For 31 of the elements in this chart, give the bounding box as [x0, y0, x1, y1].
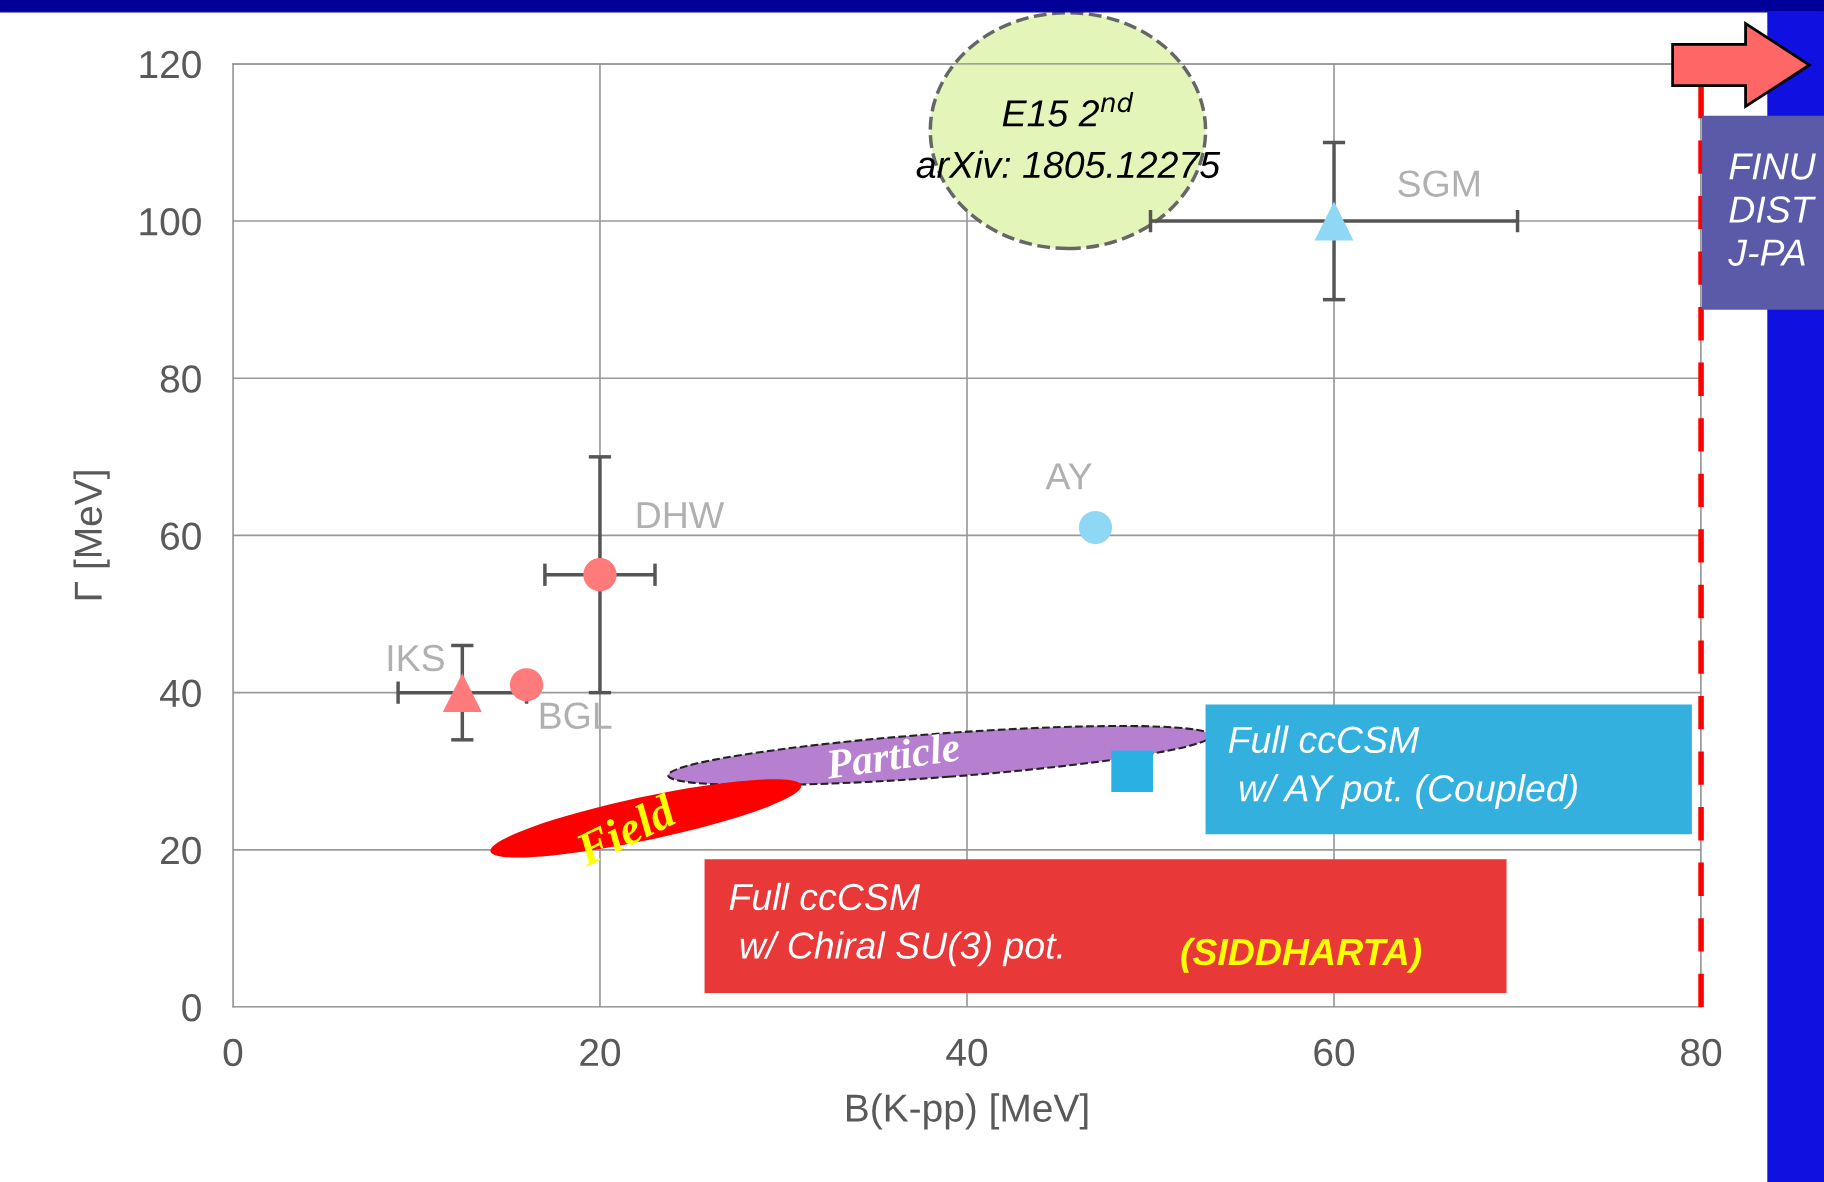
x-axis-title: B(K-pp) [MeV] [847, 1093, 1088, 1130]
x-tick-label: 60 [1314, 1038, 1355, 1067]
series-label: IKS [388, 644, 444, 672]
annotation: Field [572, 792, 680, 868]
series-label: DHW [637, 502, 725, 529]
point [1314, 201, 1354, 241]
point [583, 558, 617, 592]
y-tick-label: 0 [182, 994, 201, 1022]
text: FINU DIST J-PA [1728, 153, 1816, 266]
y-tick-label: 120 [140, 50, 201, 79]
annotation: Full ccCSM w/ AY pot. (Coupled) [1228, 725, 1577, 810]
y-axis-title: Γ [MeV] [73, 471, 110, 600]
series-label: AY [1045, 463, 1092, 490]
annotation: Full ccCSM w/ Chiral SU(3) pot. [729, 882, 1062, 967]
annotation: Particle [824, 731, 961, 780]
y-tick-label: 40 [160, 679, 201, 708]
point [442, 673, 482, 713]
y-tick-label: 80 [160, 365, 201, 393]
point [1111, 750, 1153, 793]
y-tick-label: 100 [140, 207, 201, 236]
point [509, 668, 544, 702]
x-tick-label: 80 [1681, 1038, 1722, 1067]
annotation: (SIDDHARTA) [1181, 937, 1422, 973]
x-tick-label: 0 [223, 1038, 243, 1067]
x-tick-label: 20 [580, 1038, 621, 1067]
y-tick-label: 60 [161, 522, 201, 550]
x-tick-label: 40 [946, 1038, 988, 1067]
y-tick-label: 20 [161, 836, 201, 865]
series-label: SGM [1398, 170, 1479, 197]
text: E15 2$^{nd}$ arXiv: 1805.12275 [916, 92, 1221, 179]
point [1078, 510, 1113, 545]
